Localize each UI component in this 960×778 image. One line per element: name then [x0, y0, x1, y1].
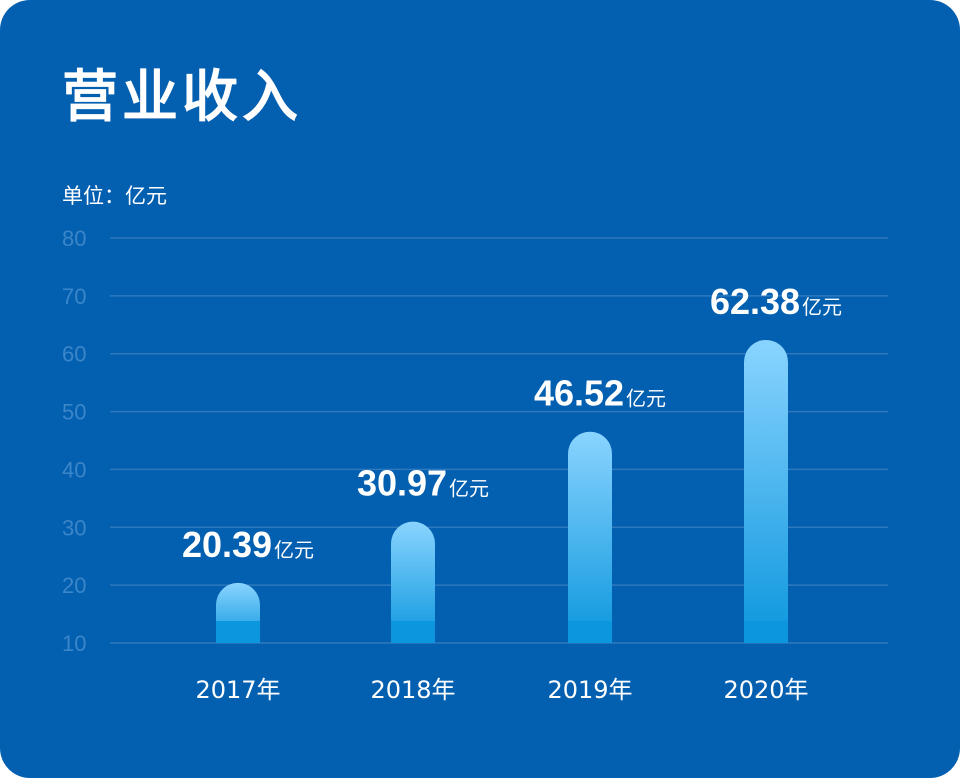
data-label: 62.38 亿元	[710, 281, 842, 322]
x-tick-label: 2018年	[370, 676, 455, 704]
data-label-unit: 亿元	[802, 295, 842, 319]
y-tick-label: 60	[62, 342, 86, 367]
data-label-value: 46.52	[534, 373, 624, 414]
y-tick-label: 30	[62, 515, 86, 540]
y-tick-label: 10	[62, 631, 86, 656]
data-label-value: 30.97	[357, 463, 447, 504]
x-tick-label: 2017年	[195, 676, 280, 704]
data-label-value: 62.38	[710, 281, 800, 322]
y-tick-label: 50	[62, 400, 86, 425]
data-label-unit: 亿元	[449, 477, 489, 501]
bar-base	[391, 621, 435, 643]
data-label-unit: 亿元	[626, 387, 666, 411]
data-label-unit: 亿元	[274, 538, 314, 562]
chart-title: 营业收入	[62, 65, 302, 130]
x-tick-label: 2020年	[723, 676, 808, 704]
unit-label: 单位：亿元	[62, 184, 167, 208]
data-label: 30.97 亿元	[357, 463, 489, 504]
bar-base	[216, 621, 260, 643]
data-label-value: 20.39	[182, 524, 272, 565]
bar-base	[568, 621, 612, 643]
bars	[216, 339, 788, 643]
x-tick-label: 2019年	[547, 676, 632, 704]
data-label: 20.39 亿元	[182, 524, 314, 565]
data-label: 46.52 亿元	[534, 373, 666, 414]
bar	[744, 339, 788, 643]
y-tick-label: 40	[62, 457, 86, 482]
bar-base	[744, 621, 788, 643]
y-tick-label: 70	[62, 284, 86, 309]
y-tick-label: 80	[62, 226, 86, 251]
bar	[568, 431, 612, 643]
bar	[391, 521, 435, 643]
y-tick-label: 20	[62, 573, 86, 598]
